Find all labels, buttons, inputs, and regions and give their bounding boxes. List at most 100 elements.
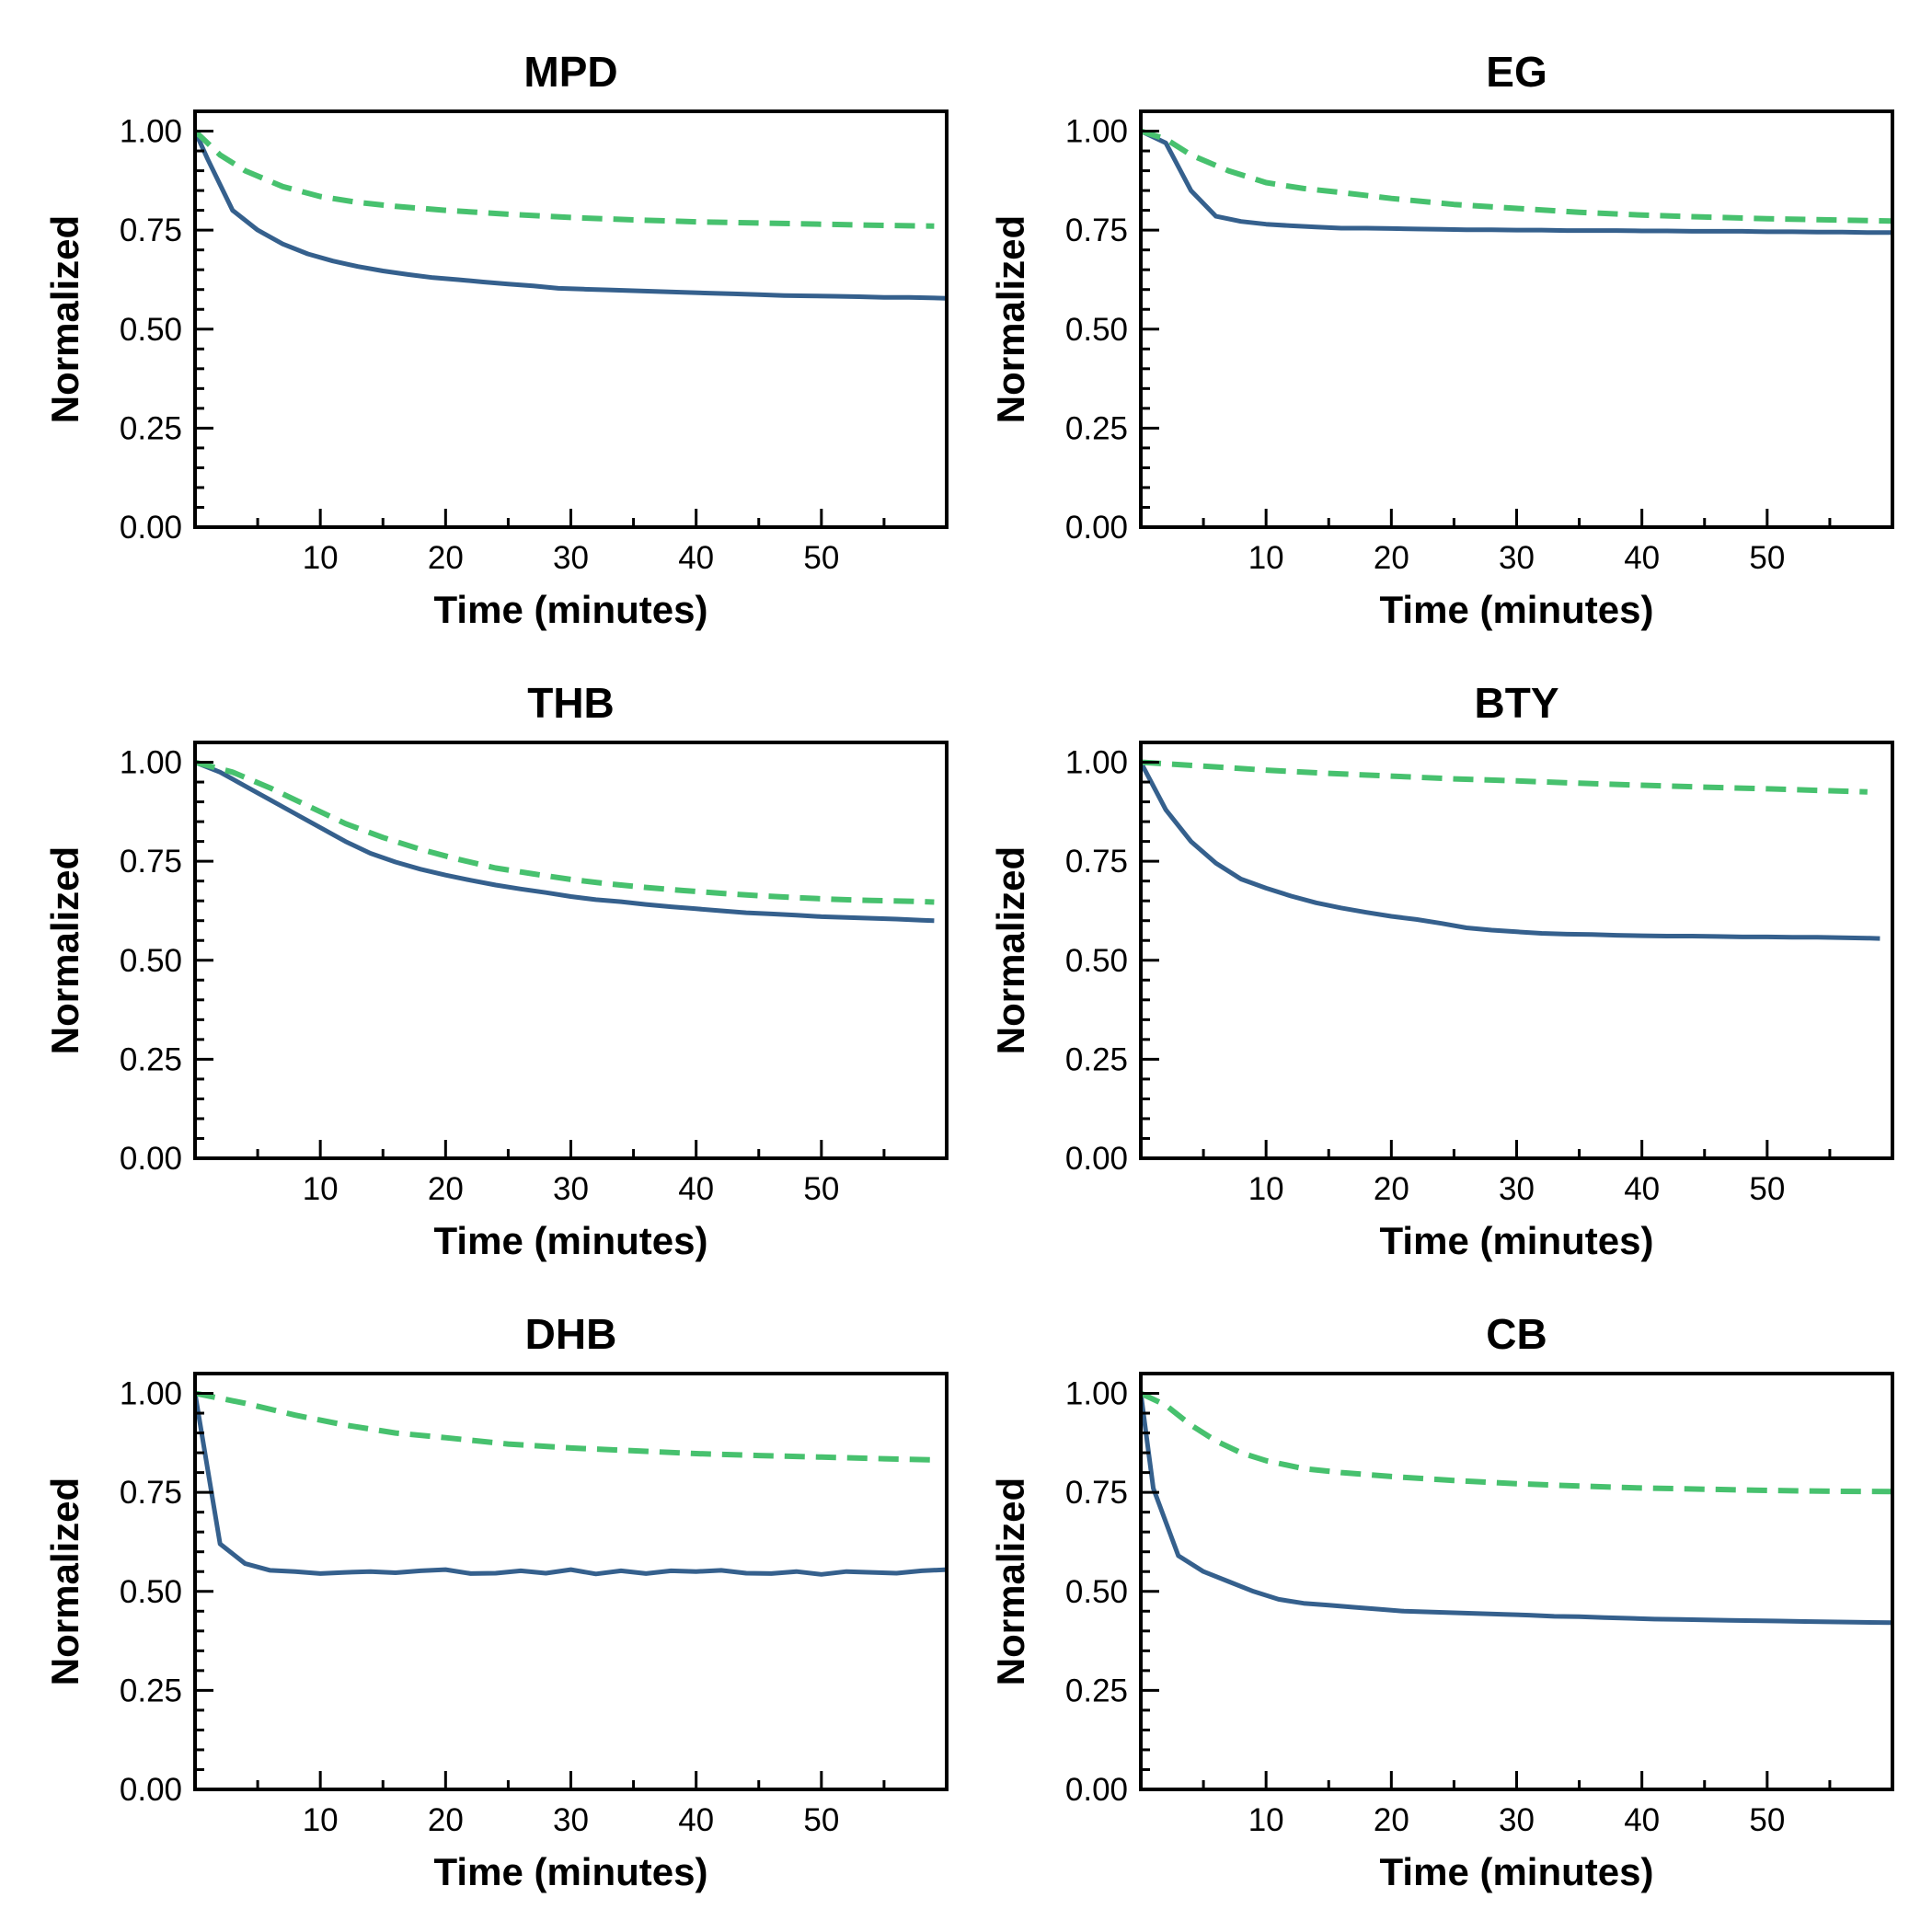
y-tick-label: 0.50 bbox=[1065, 943, 1128, 979]
x-tick-label: 30 bbox=[553, 1171, 589, 1207]
x-axis-label: Time (minutes) bbox=[434, 588, 708, 631]
y-tick-label: 0.50 bbox=[120, 943, 182, 979]
dashed-series-line bbox=[1141, 759, 1868, 795]
dashed-series-line bbox=[195, 759, 935, 905]
chart-title: DHB bbox=[525, 1310, 617, 1358]
x-tick-label: 10 bbox=[1248, 1802, 1284, 1838]
y-tick-label: 0.75 bbox=[1065, 1475, 1128, 1511]
chart-panel: BTY 10 20 30 40 50 0.00 0.25 0.50 0.75 1.00 Time (m… bbox=[989, 679, 1894, 1262]
plot-frame bbox=[1139, 741, 1894, 1160]
x-tick-label: 50 bbox=[1749, 540, 1785, 576]
y-tick-label: 0.25 bbox=[1065, 410, 1128, 446]
chart-title: MPD bbox=[523, 48, 617, 96]
solid-series-line bbox=[1141, 1393, 1892, 1626]
y-tick-label: 0.25 bbox=[1065, 1041, 1128, 1077]
y-tick-label: 1.00 bbox=[120, 114, 182, 150]
y-tick-label: 1.00 bbox=[1065, 114, 1128, 150]
y-tick-label: 0.75 bbox=[1065, 844, 1128, 880]
x-tick-label: 50 bbox=[1749, 1171, 1785, 1207]
y-tick-label: 1.00 bbox=[120, 1376, 182, 1412]
y-tick-label: 0.75 bbox=[120, 1475, 182, 1511]
y-axis-label: Normalized bbox=[989, 846, 1032, 1054]
y-tick-label: 0.00 bbox=[1065, 510, 1128, 546]
x-tick-label: 20 bbox=[1374, 540, 1409, 576]
plot-frame bbox=[193, 741, 949, 1160]
x-tick-label: 30 bbox=[553, 1802, 589, 1838]
y-tick-label: 0.50 bbox=[1065, 1574, 1128, 1610]
dashed-series-line bbox=[1141, 128, 1892, 224]
x-tick-label: 10 bbox=[1248, 1171, 1284, 1207]
x-axis-label: Time (minutes) bbox=[434, 1850, 708, 1893]
y-axis-label: Normalized bbox=[43, 846, 86, 1054]
x-tick-label: 50 bbox=[803, 1802, 839, 1838]
chart-title: THB bbox=[527, 679, 615, 727]
solid-series-line bbox=[1141, 761, 1880, 941]
x-tick-label: 20 bbox=[428, 1171, 464, 1207]
chart-panel: CB 10 20 30 40 50 0.00 0.25 0.50 0.75 1.00 Time (mi… bbox=[989, 1310, 1894, 1893]
plot-frame bbox=[1139, 1372, 1894, 1791]
chart-panel: EG 10 20 30 40 50 0.00 0.25 0.50 0.75 1.00 Time (mi… bbox=[989, 48, 1894, 631]
x-tick-label: 40 bbox=[678, 540, 714, 576]
x-tick-label: 40 bbox=[1624, 1802, 1660, 1838]
solid-series-line bbox=[195, 760, 935, 924]
chart-title: EG bbox=[1486, 48, 1547, 96]
x-axis-label: Time (minutes) bbox=[1380, 1850, 1654, 1893]
y-tick-label: 1.00 bbox=[120, 745, 182, 781]
y-tick-label: 0.50 bbox=[1065, 312, 1128, 348]
chart-title: CB bbox=[1486, 1310, 1547, 1358]
x-axis-label: Time (minutes) bbox=[1380, 1219, 1654, 1262]
y-axis-label: Normalized bbox=[43, 1478, 86, 1685]
y-tick-label: 0.25 bbox=[1065, 1673, 1128, 1708]
y-tick-label: 0.75 bbox=[120, 213, 182, 248]
y-tick-label: 0.00 bbox=[1065, 1141, 1128, 1177]
x-tick-label: 30 bbox=[1499, 1802, 1535, 1838]
chart-panel: DHB 10 20 30 40 50 0.00 0.25 0.50 0.75 1.00 Time (m… bbox=[43, 1310, 949, 1893]
x-tick-label: 40 bbox=[678, 1802, 714, 1838]
y-tick-label: 0.50 bbox=[120, 312, 182, 348]
x-tick-label: 20 bbox=[428, 540, 464, 576]
chart-panel: THB 10 20 30 40 50 0.00 0.25 0.50 0.75 1.00 Time (m… bbox=[43, 679, 949, 1262]
y-tick-label: 0.25 bbox=[120, 1041, 182, 1077]
plot-frame bbox=[193, 109, 949, 529]
x-tick-label: 20 bbox=[1374, 1802, 1409, 1838]
dashed-series-line bbox=[195, 1390, 935, 1463]
y-tick-label: 1.00 bbox=[1065, 1376, 1128, 1412]
y-tick-label: 0.75 bbox=[1065, 213, 1128, 248]
y-tick-label: 0.25 bbox=[120, 410, 182, 446]
y-tick-label: 0.00 bbox=[120, 1141, 182, 1177]
plot-frame bbox=[193, 1372, 949, 1791]
x-tick-label: 20 bbox=[1374, 1171, 1409, 1207]
plot-frame bbox=[1139, 109, 1894, 529]
dashed-series-line bbox=[1141, 1390, 1892, 1495]
x-axis-label: Time (minutes) bbox=[434, 1219, 708, 1262]
x-tick-label: 20 bbox=[428, 1802, 464, 1838]
x-tick-label: 30 bbox=[1499, 1171, 1535, 1207]
y-tick-label: 0.50 bbox=[120, 1574, 182, 1610]
x-tick-label: 40 bbox=[1624, 1171, 1660, 1207]
dashed-series-line bbox=[195, 129, 935, 229]
x-tick-label: 50 bbox=[803, 1171, 839, 1207]
x-tick-label: 10 bbox=[303, 1802, 339, 1838]
x-tick-label: 50 bbox=[1749, 1802, 1785, 1838]
x-axis-label: Time (minutes) bbox=[1380, 588, 1654, 631]
chart-panel: MPD 10 20 30 40 50 0.00 0.25 0.50 0.75 1.00 Time (m… bbox=[43, 48, 949, 631]
chart-title: BTY bbox=[1475, 679, 1559, 727]
y-axis-label: Normalized bbox=[989, 1478, 1032, 1685]
y-tick-label: 0.25 bbox=[120, 1673, 182, 1708]
y-tick-label: 0.00 bbox=[120, 1772, 182, 1808]
y-tick-label: 0.00 bbox=[120, 510, 182, 546]
solid-series-line bbox=[1141, 129, 1892, 236]
x-tick-label: 10 bbox=[303, 1171, 339, 1207]
solid-series-line bbox=[195, 1393, 947, 1577]
x-tick-label: 50 bbox=[803, 540, 839, 576]
x-tick-label: 10 bbox=[1248, 540, 1284, 576]
x-tick-label: 40 bbox=[1624, 540, 1660, 576]
y-tick-label: 1.00 bbox=[1065, 745, 1128, 781]
solid-series-line bbox=[195, 130, 947, 301]
x-tick-label: 10 bbox=[303, 540, 339, 576]
x-tick-label: 30 bbox=[553, 540, 589, 576]
x-tick-label: 30 bbox=[1499, 540, 1535, 576]
y-tick-label: 0.00 bbox=[1065, 1772, 1128, 1808]
y-axis-label: Normalized bbox=[43, 215, 86, 423]
